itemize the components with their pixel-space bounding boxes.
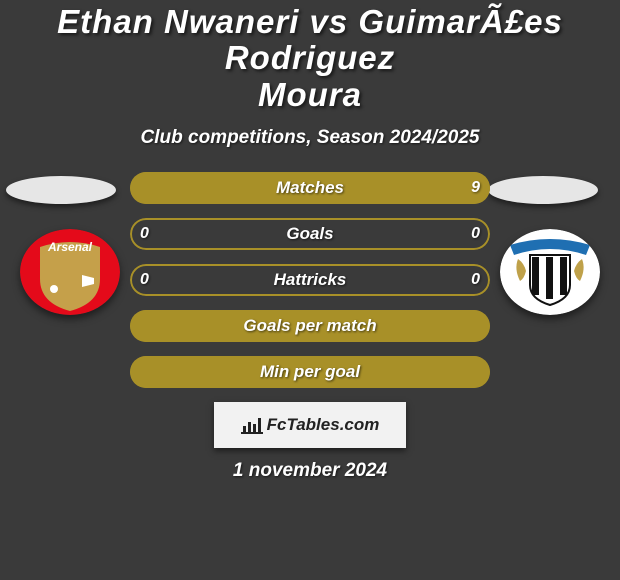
date-caption: 1 november 2024 xyxy=(0,460,620,482)
stat-bar-right-value: 0 xyxy=(461,218,490,250)
right-club-crest xyxy=(500,229,600,315)
logo-text: FcTables.com xyxy=(267,415,380,435)
stat-bar: Goals0 0 xyxy=(130,218,490,250)
title-line1: Ethan Nwaneri vs GuimarÃ£es Rodriguez xyxy=(57,3,563,76)
right-country-oval xyxy=(488,176,598,204)
stat-bar: Matches9 xyxy=(130,172,490,204)
stat-bar-right-value: 9 xyxy=(461,172,490,204)
subtitle: Club competitions, Season 2024/2025 xyxy=(0,127,620,149)
stat-bar: Hattricks0 0 xyxy=(130,264,490,296)
stat-bar: Goals per match xyxy=(130,310,490,342)
fctables-logo: FcTables.com xyxy=(214,402,406,448)
stat-bar-left-value: 0 xyxy=(130,264,159,296)
stat-bars: Matches9Goals00Hattricks00Goals per matc… xyxy=(130,172,490,388)
stat-bar: Min per goal xyxy=(130,356,490,388)
left-club-crest: Arsenal xyxy=(20,229,120,315)
stat-bar-right-value: 0 xyxy=(461,264,490,296)
bar-chart-icon xyxy=(241,416,263,434)
svg-text:Arsenal: Arsenal xyxy=(47,240,93,254)
page-title: Ethan Nwaneri vs GuimarÃ£es Rodriguez Mo… xyxy=(0,0,620,113)
title-line2: Moura xyxy=(258,76,362,113)
stat-bar-label: Matches xyxy=(130,172,490,204)
stat-bar-left-value: 0 xyxy=(130,218,159,250)
stat-bar-label: Goals per match xyxy=(130,310,490,342)
stat-bar-label: Hattricks xyxy=(130,264,490,296)
stat-bar-label: Goals xyxy=(130,218,490,250)
stat-bar-label: Min per goal xyxy=(130,356,490,388)
left-country-oval xyxy=(6,176,116,204)
